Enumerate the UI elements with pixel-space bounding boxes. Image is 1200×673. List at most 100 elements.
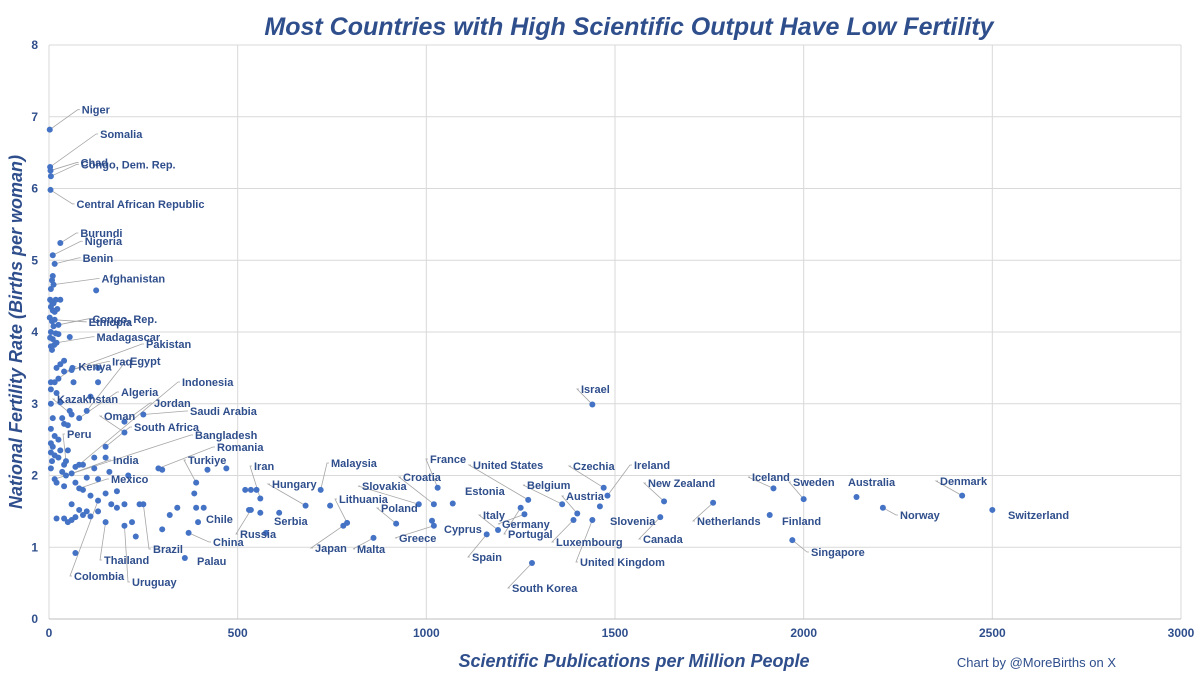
data-point [57, 296, 64, 303]
leader-line [320, 462, 329, 490]
point-label: Algeria [121, 387, 159, 399]
point-label: Colombia [74, 571, 125, 583]
x-tick-label: 500 [228, 626, 248, 640]
x-tick-label: 2500 [979, 626, 1006, 640]
data-point [766, 511, 773, 518]
leader-line [54, 434, 193, 480]
data-point [61, 357, 68, 364]
point-label: Romania [217, 442, 264, 454]
data-point [91, 454, 98, 461]
data-point [51, 260, 58, 267]
leader-line [503, 507, 522, 535]
leader-line [64, 361, 111, 372]
data-point [68, 411, 75, 418]
data-point [102, 519, 109, 526]
point-label: Germany [502, 519, 551, 531]
data-point [121, 418, 128, 425]
data-point [159, 526, 166, 533]
data-point [393, 520, 400, 527]
point-label: Oman [104, 411, 135, 423]
data-point [59, 415, 66, 422]
data-point [49, 346, 56, 353]
data-point [95, 508, 102, 515]
point-label: Bangladesh [195, 430, 258, 442]
data-point [49, 252, 56, 259]
data-point [72, 549, 79, 556]
leader-line [158, 446, 215, 469]
data-point [47, 425, 54, 432]
data-point [204, 466, 211, 473]
data-point [53, 364, 60, 371]
point-label: Benin [83, 253, 114, 265]
data-point [770, 485, 777, 492]
leader-line [69, 500, 99, 577]
data-point [247, 486, 254, 493]
data-point [70, 379, 77, 386]
leader-line [375, 507, 397, 524]
y-tick-label: 1 [31, 540, 38, 554]
point-label: Chile [206, 514, 233, 526]
data-point [789, 537, 796, 544]
leader-line [53, 278, 100, 286]
leader-line [747, 476, 774, 489]
leader-line [78, 381, 180, 466]
data-point [140, 501, 147, 508]
data-point [661, 498, 668, 505]
leader-line [188, 532, 211, 543]
point-label: Croatia [403, 472, 442, 484]
point-label: Czechia [573, 461, 615, 473]
data-point [276, 509, 283, 516]
data-point [95, 497, 102, 504]
data-point [87, 513, 94, 520]
x-tick-label: 1000 [413, 626, 440, 640]
leader-line [497, 513, 525, 525]
x-tick-label: 2000 [790, 626, 817, 640]
data-point [47, 465, 54, 472]
leader-line [142, 504, 151, 550]
point-label: Slovenia [610, 516, 656, 528]
data-point [191, 490, 198, 497]
data-point [121, 501, 128, 508]
data-point [302, 502, 309, 509]
point-label: South Korea [512, 583, 578, 595]
leader-lines [49, 109, 963, 589]
point-label: Malaysia [331, 458, 378, 470]
data-point [91, 465, 98, 472]
point-label: Serbia [274, 516, 309, 528]
point-label: Burundi [80, 228, 122, 240]
point-label: Iran [254, 461, 274, 473]
leader-line [882, 507, 898, 516]
data-point [76, 461, 83, 468]
data-point [50, 323, 57, 330]
y-tick-label: 8 [31, 38, 38, 52]
point-label: Thailand [104, 555, 149, 567]
leader-line [467, 464, 529, 501]
leader-line [642, 482, 665, 502]
data-point [49, 336, 56, 343]
data-point [340, 522, 347, 529]
leader-line [71, 343, 144, 371]
point-label: Luxembourg [556, 537, 623, 549]
leader-line [575, 519, 593, 563]
leader-line [49, 133, 99, 168]
point-label: Portugal [508, 529, 553, 541]
data-point [61, 368, 68, 375]
point-label: Niger [82, 105, 111, 117]
data-point [113, 504, 120, 511]
data-point [430, 501, 437, 508]
data-point [200, 504, 207, 511]
data-point [559, 501, 566, 508]
data-point [129, 519, 136, 526]
point-label: Chad [81, 158, 109, 170]
data-point [327, 502, 334, 509]
data-point [95, 364, 102, 371]
leader-line [309, 525, 344, 549]
data-point [46, 126, 53, 133]
data-point [428, 517, 435, 524]
data-point [121, 522, 128, 529]
data-point [596, 503, 603, 510]
data-point [495, 527, 502, 534]
point-label: Kenya [78, 362, 112, 374]
point-label: Nigeria [85, 236, 123, 248]
point-label: Somalia [100, 129, 143, 141]
